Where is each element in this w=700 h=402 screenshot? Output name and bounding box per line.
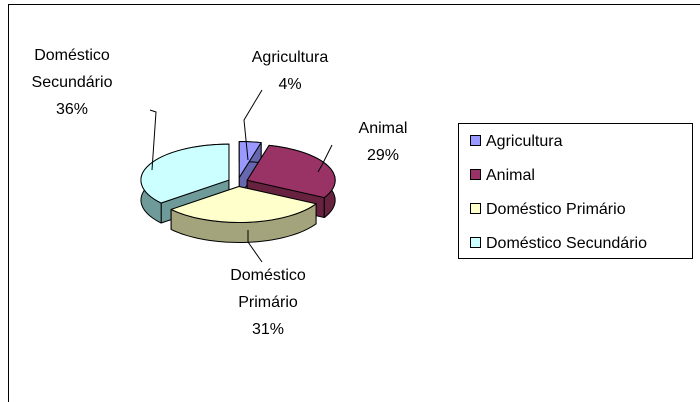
leader-line	[247, 230, 263, 263]
legend-label: Agricultura	[486, 133, 563, 150]
legend-swatch	[470, 169, 481, 180]
data-label: Doméstico Secundário 36%	[14, 42, 130, 123]
legend-label: Animal	[486, 167, 535, 184]
pie-slice	[246, 144, 336, 199]
data-label-name: Doméstico Primário	[230, 267, 306, 311]
data-label-value: 29%	[366, 147, 400, 164]
data-label-value: 36%	[55, 101, 89, 118]
data-label-value: 4%	[278, 76, 302, 93]
data-label: Animal 29%	[325, 115, 441, 169]
legend-label: Doméstico Primário	[486, 201, 626, 218]
data-label-value: 31%	[251, 321, 285, 338]
legend-swatch	[470, 203, 481, 214]
data-label-name: Animal	[358, 120, 408, 137]
data-label-name: Agricultura	[251, 49, 329, 66]
leader-line	[317, 144, 333, 173]
leader-line	[243, 89, 263, 161]
pie-slice	[140, 143, 230, 204]
legend-label: Doméstico Secundário	[486, 235, 647, 252]
legend-box	[458, 123, 693, 259]
legend-swatch	[470, 135, 481, 146]
pie-slice	[238, 141, 262, 179]
data-label: Agricultura 4%	[232, 44, 348, 98]
leader-line	[149, 109, 157, 171]
data-label: Doméstico Primário 31%	[210, 262, 326, 343]
legend-swatch	[470, 237, 481, 248]
data-label-name: Doméstico Secundário	[31, 47, 113, 91]
pie-slice	[170, 185, 317, 223]
